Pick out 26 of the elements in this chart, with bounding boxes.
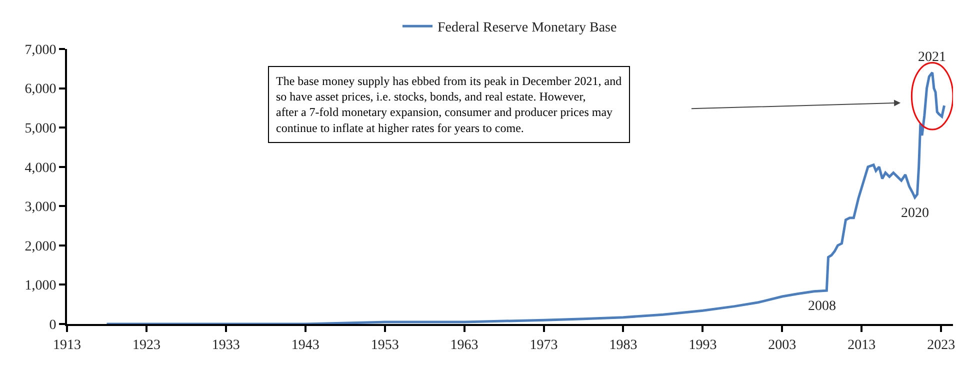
y-tick-label: 4,000 bbox=[24, 160, 56, 176]
x-tick-label: 2023 bbox=[927, 338, 956, 353]
annotation: 2020 bbox=[901, 206, 929, 221]
annotation: The base money supply has ebbed from its peak in December 2021, and so have asset prices, i.e. stocks, bonds, and real estate. However, after a 7-fold monetary expansion, consumer and producer prices may continue to inflate at higher rates for years to come. bbox=[276, 74, 622, 135]
y-tick-label: 7,000 bbox=[24, 42, 56, 58]
x-tick-label: 1973 bbox=[530, 338, 558, 353]
x-tick-label: 1923 bbox=[132, 338, 160, 353]
y-tick-label: 0 bbox=[49, 318, 56, 333]
x-tick-label: 1943 bbox=[291, 338, 320, 353]
y-tick-label: 5,000 bbox=[24, 121, 56, 136]
y-tick-label: 3,000 bbox=[24, 200, 56, 216]
x-tick-label: 1983 bbox=[609, 338, 638, 353]
x-tick-label: 2003 bbox=[768, 338, 796, 353]
legend-label: Federal Reserve Monetary Base bbox=[438, 20, 617, 36]
x-tick-label: 1963 bbox=[450, 338, 478, 353]
line-series bbox=[105, 71, 946, 324]
x-tick-label: 2013 bbox=[848, 338, 876, 353]
x-tick-label: 1993 bbox=[688, 338, 717, 353]
x-tick-label: 1913 bbox=[53, 338, 81, 353]
annotation: 2021 bbox=[918, 50, 946, 65]
y-tick-label: 6,000 bbox=[24, 82, 56, 98]
x-tick-label: 1953 bbox=[370, 338, 399, 353]
y-tick-label: 2,000 bbox=[24, 239, 56, 254]
annotation: 2008 bbox=[808, 299, 836, 314]
x-tick-label: 1933 bbox=[212, 338, 240, 353]
y-tick-label: 1,000 bbox=[24, 278, 56, 294]
